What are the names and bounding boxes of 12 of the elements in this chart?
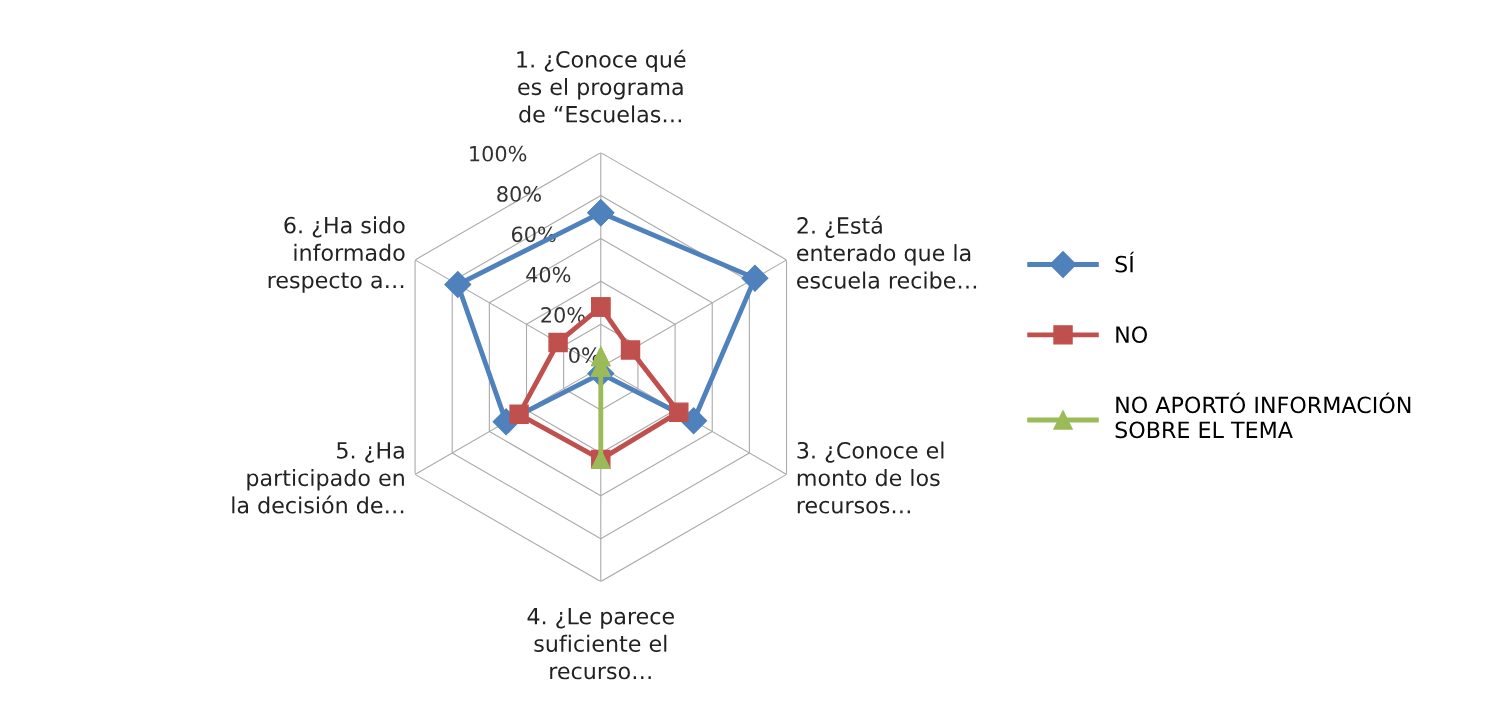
spoke-label: 2. ¿Está enterado que la escuela recibe… (797, 215, 977, 289)
y-tick-label: 80% (497, 186, 541, 202)
y-tick-label: 40% (526, 266, 571, 283)
legend-label: NO APORTÓ INFORMACIÓN SOBRE EL TEMA (1115, 392, 1411, 439)
spoke-label: 5. ¿Ha participado en la decisión de… (232, 442, 404, 514)
spoke-label: 4. ¿Le parece suficiente el recurso… (527, 608, 674, 680)
spoke-label: 3. ¿Conoce el monto de los recursos… (797, 441, 944, 514)
spoke-label: 1. ¿Conoce qué es el programa de “Escuelas… (517, 49, 686, 123)
legend-label: SÍ (1115, 251, 1135, 273)
spoke-label: 6. ¿Ha sido informado respecto a… (268, 216, 405, 293)
legend-label: NO (1116, 326, 1147, 343)
y-tick-label: 100% (470, 145, 527, 162)
